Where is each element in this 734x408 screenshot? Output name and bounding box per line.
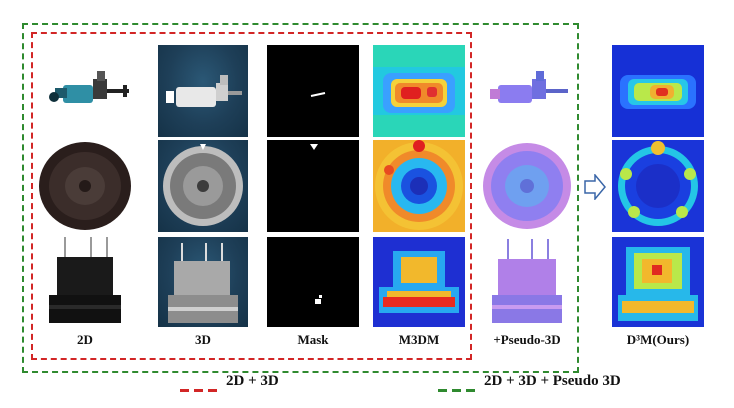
row1-mask-image xyxy=(267,45,359,137)
row1-2d-image xyxy=(35,45,135,135)
label-pseudo3d: +Pseudo-3D xyxy=(493,332,561,347)
legend-red-label: 2D + 3D xyxy=(226,373,279,389)
label-2d: 2D xyxy=(77,332,93,347)
row1-3d-image xyxy=(158,45,248,137)
row2-ours-heatmap xyxy=(612,140,704,232)
right-arrow-icon xyxy=(584,172,606,202)
red-dashed-frame xyxy=(31,32,472,360)
green-dashed-frame xyxy=(22,23,579,373)
row3-3d-image xyxy=(158,237,248,327)
label-mask: Mask xyxy=(297,332,329,347)
label-ours: D³M(Ours) xyxy=(626,332,690,347)
row3-2d-image xyxy=(35,235,135,327)
row2-mask-image xyxy=(267,140,359,232)
row3-m3dm-heatmap xyxy=(373,237,465,327)
row2-2d-image xyxy=(35,140,135,232)
row2-3d-image xyxy=(158,140,248,232)
row2-pseudo3d-image xyxy=(480,140,575,232)
label-3d: 3D xyxy=(195,332,211,347)
row1-m3dm-heatmap xyxy=(373,45,465,137)
row3-pseudo3d-image xyxy=(480,237,575,327)
row2-m3dm-heatmap xyxy=(373,140,465,232)
row1-pseudo3d-image xyxy=(480,45,575,137)
row3-mask-image xyxy=(267,237,359,327)
row1-ours-heatmap xyxy=(612,45,704,137)
legend-green-label: 2D + 3D + Pseudo 3D xyxy=(484,373,621,389)
row3-ours-heatmap xyxy=(612,237,704,327)
label-m3dm: M3DM xyxy=(398,332,440,347)
